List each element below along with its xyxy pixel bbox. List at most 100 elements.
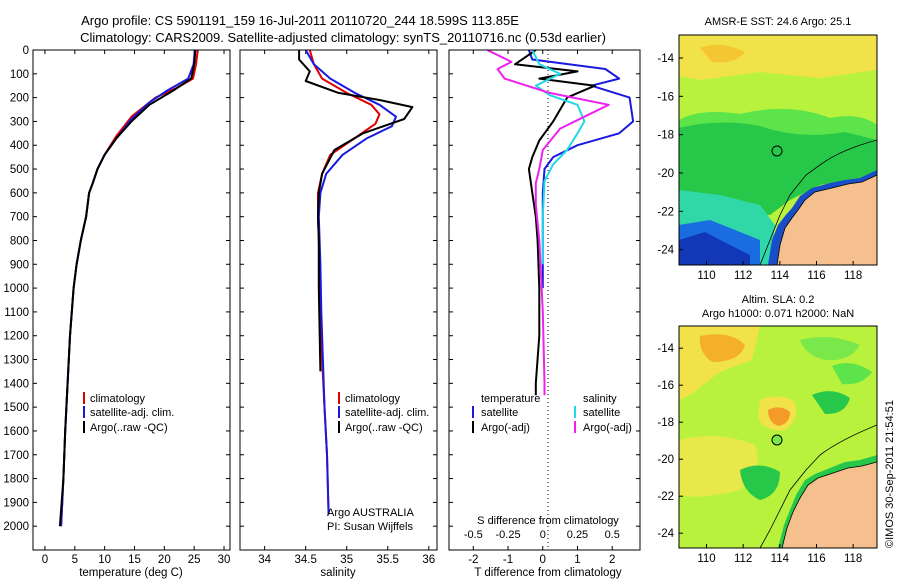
difference-series bbox=[486, 50, 635, 396]
map-y-tick-label: -24 bbox=[657, 528, 674, 540]
sst-argo-marker bbox=[771, 145, 783, 157]
sla-map-panel: Altim. SLA: 0.2 Argo h1000: 0.071 h2000:… bbox=[657, 294, 878, 565]
sla-high-spot-1 bbox=[699, 334, 745, 362]
y-tick-label: 1500 bbox=[3, 402, 29, 414]
salinity-series bbox=[298, 50, 414, 515]
x-tick-label: -1 bbox=[503, 554, 513, 566]
x-tick-label: 35.5 bbox=[377, 554, 399, 566]
legend-label-satellite: satellite-adj. clim. bbox=[345, 407, 429, 419]
difference-axes: -2 -1 0 1 2 -0.5 -0.25 0 0.25 0.5 bbox=[449, 49, 640, 566]
y-tick-label: 1200 bbox=[3, 331, 29, 343]
temperature-axes-frame bbox=[32, 49, 231, 551]
map-y-tick-label: -18 bbox=[657, 417, 674, 429]
map-y-tick-label: -16 bbox=[657, 91, 674, 103]
map-y-tick-label: -16 bbox=[657, 380, 674, 392]
x-tick-label: 34.5 bbox=[294, 554, 316, 566]
sla-shelf-contour bbox=[759, 424, 877, 548]
y-tick-label: 1900 bbox=[3, 497, 29, 509]
map-y-tick-label: -20 bbox=[657, 454, 674, 466]
sla-map-title: Altim. SLA: 0.2 bbox=[742, 294, 815, 306]
difference-legend-temperature: temperature satellite Argo(-adj) bbox=[472, 393, 540, 434]
salinity-panel: 34 34.5 35 35.5 36 climatology satellite-adj… bbox=[239, 49, 438, 579]
map-y-tick-label: -14 bbox=[657, 343, 674, 355]
sla-map-frame bbox=[678, 325, 878, 549]
x-tick-label: -2 bbox=[468, 554, 478, 566]
map-y-tick-label: -22 bbox=[657, 206, 674, 218]
salinity-legend: climatology satellite-adj. clim. Argo(..… bbox=[338, 392, 429, 434]
x-tick-label: 36 bbox=[422, 554, 435, 566]
map-y-tick-label: -18 bbox=[657, 130, 674, 142]
map-y-tick-label: -20 bbox=[657, 168, 674, 180]
s-difference-tick-label: -0.5 bbox=[464, 529, 483, 541]
y-tick-label: 2000 bbox=[3, 521, 29, 533]
sst-map-field bbox=[679, 35, 877, 265]
series-line-satellite-adj-clim- bbox=[304, 50, 397, 515]
y-tick-label: 1600 bbox=[3, 426, 29, 438]
sla-coastline bbox=[781, 461, 877, 548]
legend-header-salinity: salinity bbox=[583, 393, 617, 405]
y-tick-label: 500 bbox=[10, 164, 29, 176]
sst-map-title: AMSR-E SST: 24.6 Argo: 25.1 bbox=[705, 16, 852, 28]
float-pi-annotation: PI: Susan Wijffels bbox=[327, 521, 413, 533]
map-x-tick-label: 114 bbox=[771, 270, 790, 282]
sst-coastline bbox=[776, 174, 877, 265]
y-tick-label: 100 bbox=[10, 69, 29, 81]
x-tick-label: 34 bbox=[258, 554, 271, 566]
x-tick-label: 20 bbox=[158, 554, 171, 566]
series-line-temperature-satellite bbox=[527, 50, 635, 289]
s-difference-tick-label: 0 bbox=[540, 529, 546, 541]
temperature-xlabel: temperature (deg C) bbox=[79, 567, 183, 579]
x-tick-label: 35 bbox=[340, 554, 353, 566]
salinity-axes: 34 34.5 35 35.5 36 bbox=[240, 49, 437, 566]
s-difference-tick-label: 0.25 bbox=[567, 529, 588, 541]
y-tick-label: 200 bbox=[10, 93, 29, 105]
x-tick-label: 15 bbox=[128, 554, 141, 566]
map-x-tick-label: 110 bbox=[697, 553, 715, 565]
t-difference-xlabel: T difference from climatology bbox=[474, 567, 621, 579]
x-tick-label: 0 bbox=[540, 554, 546, 566]
map-x-tick-label: 112 bbox=[734, 553, 752, 565]
sla-low-patch-1 bbox=[800, 336, 860, 361]
series-line-argo-raw-qc- bbox=[58, 50, 197, 527]
legend-label-argo: Argo(..raw -QC) bbox=[345, 422, 423, 434]
sst-map-panel: AMSR-E SST: 24.6 Argo: 25.1 110 112 114 116… bbox=[657, 16, 878, 282]
legend-label-argo: Argo(..raw -QC) bbox=[90, 422, 168, 434]
y-tick-label: 700 bbox=[10, 212, 29, 224]
map-y-tick-label: -14 bbox=[657, 53, 674, 65]
x-tick-label: 1 bbox=[574, 554, 580, 566]
map-x-tick-label: 114 bbox=[771, 553, 790, 565]
sla-land bbox=[782, 462, 877, 548]
map-x-tick-label: 118 bbox=[844, 553, 862, 565]
y-tick-label: 800 bbox=[10, 235, 29, 247]
sst-map-frame bbox=[678, 34, 878, 266]
sla-argo-marker bbox=[771, 434, 783, 446]
legend-label-climatology: climatology bbox=[90, 393, 146, 405]
difference-axes-frame bbox=[448, 49, 641, 551]
sla-map-axes: 110 112 114 116 118 -14 -16 -18 -20 -22 -24 bbox=[657, 343, 862, 565]
y-tick-label: 1400 bbox=[3, 378, 29, 390]
map-y-tick-label: -24 bbox=[657, 245, 674, 257]
difference-legend-salinity: salinity satellite Argo(-adj) bbox=[574, 393, 632, 434]
legend-label-temp-argo: Argo(-adj) bbox=[481, 422, 530, 434]
legend-label-climatology: climatology bbox=[345, 393, 401, 405]
legend-header-temperature: temperature bbox=[481, 393, 540, 405]
figure-title-line1: Argo profile: CS 5901191_159 16-Jul-2011… bbox=[81, 13, 519, 28]
map-x-tick-label: 116 bbox=[807, 270, 825, 282]
sst-warm-spot bbox=[700, 44, 745, 63]
x-tick-label: 25 bbox=[188, 554, 201, 566]
sst-coldest-band bbox=[679, 232, 750, 265]
s-difference-tick-label: -0.25 bbox=[495, 529, 520, 541]
series-line-salinity-satellite bbox=[531, 50, 586, 265]
series-line-temperature-argo-adj- bbox=[514, 50, 596, 396]
temperature-series bbox=[58, 50, 199, 527]
map-y-tick-label: -22 bbox=[657, 491, 674, 503]
sla-high-patch-3 bbox=[679, 436, 758, 497]
s-difference-xlabel: S difference from climatology bbox=[477, 515, 619, 527]
map-x-tick-label: 116 bbox=[807, 553, 825, 565]
imos-timestamp: ©IMOS 30-Sep-2011 21:54:51 bbox=[884, 400, 896, 548]
sla-high-spot-2 bbox=[768, 407, 790, 426]
x-tick-label: 0 bbox=[42, 554, 48, 566]
y-tick-label: 1000 bbox=[3, 283, 29, 295]
map-x-tick-label: 110 bbox=[697, 270, 715, 282]
